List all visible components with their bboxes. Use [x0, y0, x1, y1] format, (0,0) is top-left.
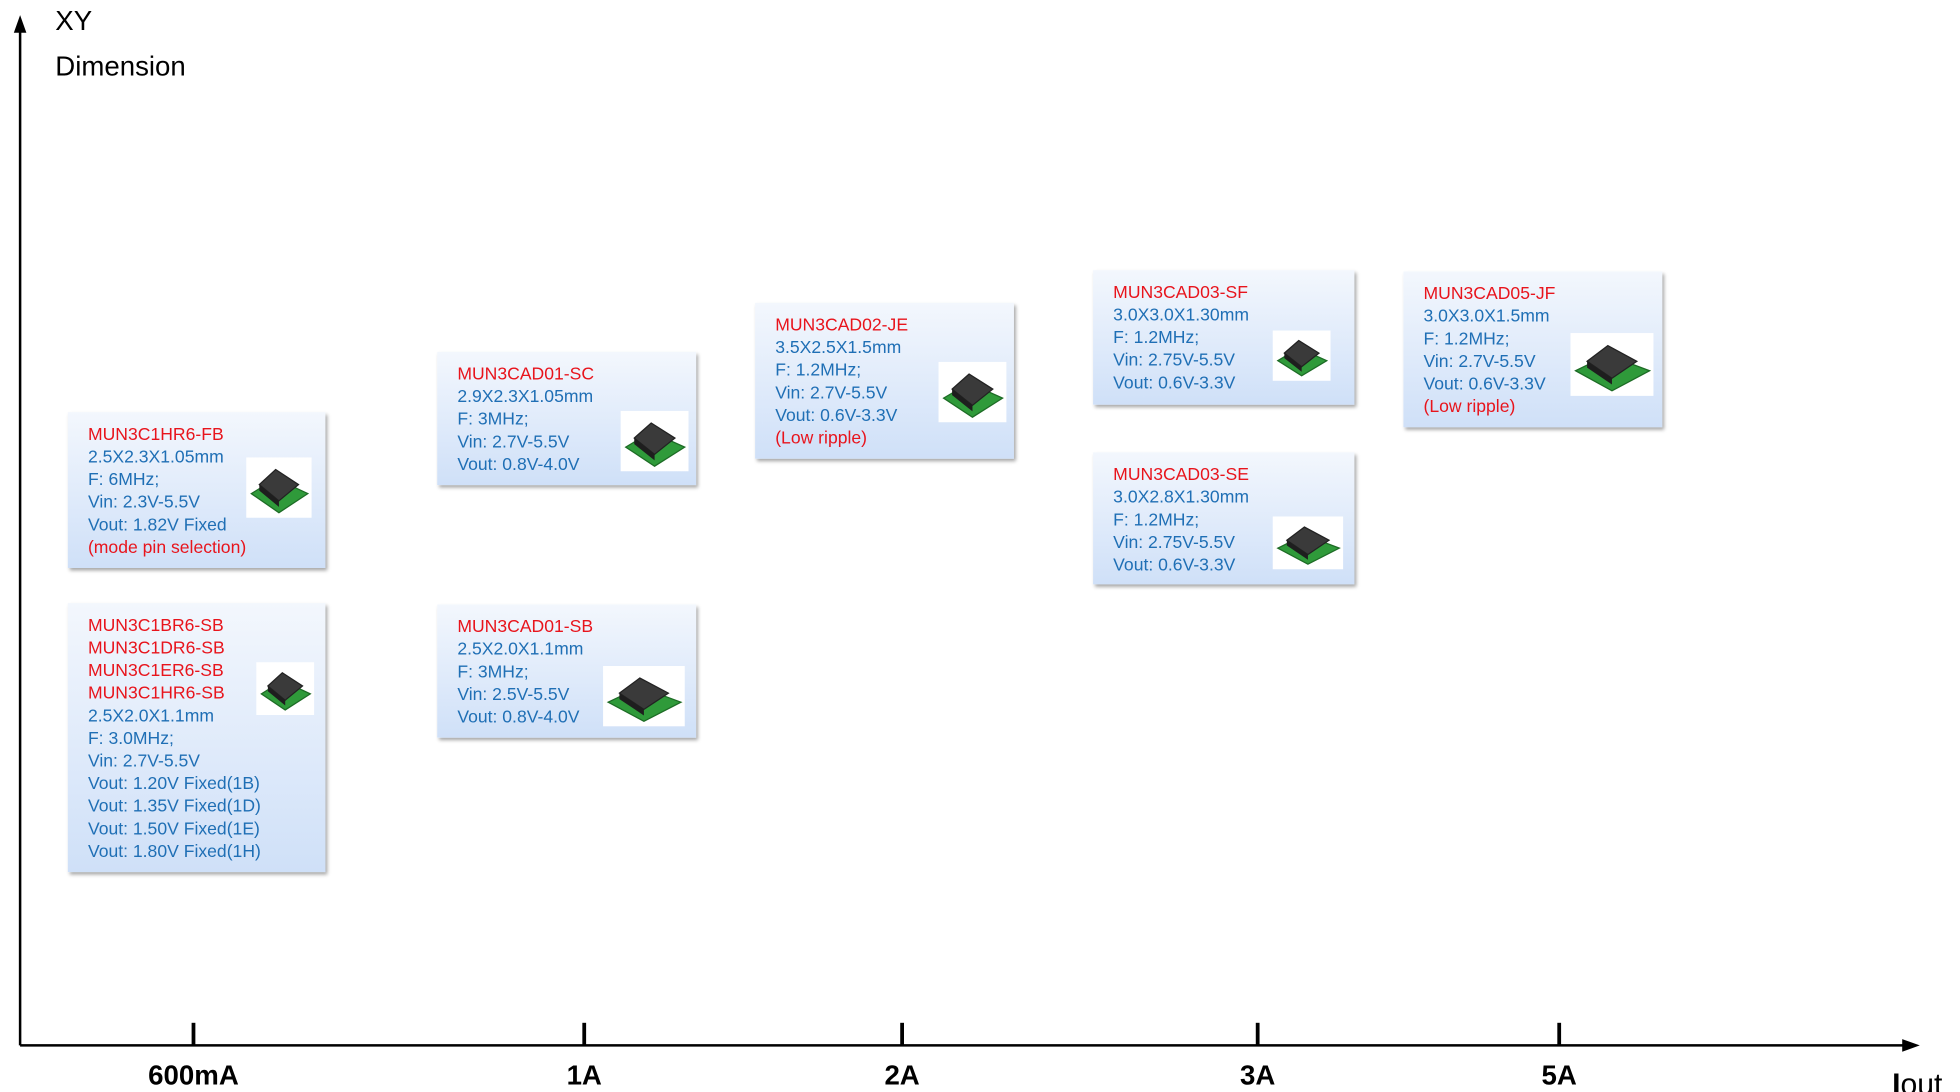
card-line: Vout: 1.82V Fixed: [88, 514, 227, 534]
module-side: [259, 484, 279, 507]
card-line: Vout: 0.6V-3.3V: [1113, 555, 1235, 575]
card-line: Vout: 0.8V-4.0V: [457, 454, 579, 474]
card-line: Vin: 2.7V-5.5V: [1424, 351, 1536, 371]
card-line: F: 3.0MHz;: [88, 728, 174, 748]
card-line: F: 1.2MHz;: [1424, 328, 1510, 348]
module-body: [258, 468, 300, 502]
card-line: Vin: 2.75V-5.5V: [1113, 350, 1235, 370]
card-line: 2.9X2.3X1.05mm: [457, 386, 593, 406]
card-line: Vin: 2.75V-5.5V: [1113, 532, 1235, 552]
module-body: [1285, 526, 1331, 556]
card-line: 2.5X2.0X1.1mm: [88, 705, 214, 725]
x-axis-label: Iout: [1892, 1068, 1943, 1092]
x-tick-label: 2A: [884, 1059, 919, 1090]
card-line: Vout: 0.6V-3.3V: [775, 405, 897, 425]
card-line: MUN3C1HR6-SB: [88, 683, 225, 703]
card-line: MUN3CAD03-SE: [1113, 464, 1249, 484]
card-line: MUN3CAD01-SB: [457, 616, 593, 636]
y-axis-label: XY: [55, 5, 92, 36]
x-axis-label-sub: out: [1901, 1068, 1944, 1092]
card-line: (Low ripple): [775, 428, 867, 448]
card-line: MUN3C1BR6-SB: [88, 615, 224, 635]
card-line: 3.0X2.8X1.30mm: [1113, 487, 1249, 507]
card-line: Vout: 0.8V-4.0V: [457, 707, 579, 727]
card-line: F: 1.2MHz;: [775, 360, 861, 380]
module-body: [951, 373, 994, 407]
module-body: [1586, 344, 1639, 380]
card-line: MUN3C1DR6-SB: [88, 637, 225, 657]
card-line: Vout: 1.50V Fixed(1E): [88, 818, 260, 838]
product-image: [620, 410, 689, 472]
card-line: MUN3C1HR6-FB: [88, 424, 224, 444]
card-line: Vout: 0.6V-3.3V: [1424, 374, 1546, 394]
card-line: (mode pin selection): [88, 537, 246, 557]
product-card: MUN3CAD02-JE3.5X2.5X1.5mm F: 1.2MHz;Vin: …: [755, 302, 1014, 459]
module-side: [267, 685, 286, 706]
card-line: 2.5X2.3X1.05mm: [88, 446, 224, 466]
card-line: Vout: 1.20V Fixed(1B): [88, 773, 260, 793]
x-tick-label: 3A: [1240, 1059, 1275, 1090]
module-side: [1286, 540, 1308, 560]
module-side: [619, 693, 644, 716]
card-line: F: 1.2MHz;: [1113, 509, 1199, 529]
card-line: Vin: 2.5V-5.5V: [457, 684, 569, 704]
card-line: MUN3CAD03-SF: [1113, 282, 1248, 302]
module-side: [634, 438, 655, 461]
card-line: 2.5X2.0X1.1mm: [457, 639, 583, 659]
x-ticks: 600mA 1A 2A 3A 5A: [148, 1022, 1577, 1090]
module-side: [952, 389, 973, 412]
card-line: (Low ripple): [1424, 396, 1516, 416]
product-card: MUN3CAD01-SC2.9X2.3X1.05mm F: 3MHz;Vin: 2…: [437, 351, 697, 486]
x-axis-arrow: [1902, 1039, 1920, 1052]
card-line: 3.0X3.0X1.30mm: [1113, 304, 1249, 324]
x-axis-label-main: I: [1892, 1068, 1900, 1092]
product-card: MUN3CAD03-SF3.0X3.0X1.30mm F: 1.2MHz; Vin:…: [1093, 270, 1355, 405]
card-line: MUN3CAD01-SC: [457, 364, 594, 384]
module-body: [1283, 339, 1321, 368]
card-line: MUN3C1ER6-SB: [88, 660, 224, 680]
x-tick-label: 600mA: [148, 1059, 239, 1090]
card-line: F: 1.2MHz;: [1113, 327, 1199, 347]
card-line: Vin: 2.3V-5.5V: [88, 492, 200, 512]
product-image: [1272, 516, 1344, 570]
product-image: [603, 665, 685, 727]
x-tick-label: 1A: [567, 1059, 602, 1090]
x-tick-label: 5A: [1542, 1059, 1577, 1090]
card-line: Vout: 1.35V Fixed(1D): [88, 796, 261, 816]
card-background: [67, 603, 326, 873]
card-line: Vin: 2.7V-5.5V: [457, 431, 569, 451]
card-line: MUN3CAD02-JE: [775, 315, 908, 335]
cards: MUN3C1HR6-FB2.5X2.3X1.05mm F: 6MHz; Vin: 2…: [67, 270, 1663, 873]
card-line: 3.0X3.0X1.5mm: [1424, 306, 1550, 326]
y-axis-label: Dimension: [55, 50, 186, 81]
module-side: [1587, 361, 1612, 385]
card-line: Vin: 2.7V-5.5V: [775, 382, 887, 402]
card-line: Vout: 1.80V Fixed(1H): [88, 841, 261, 861]
card-line: F: 3MHz;: [457, 409, 528, 429]
card-line: F: 3MHz;: [457, 661, 528, 681]
card-line: 3.5X2.5X1.5mm: [775, 337, 901, 357]
y-axis-arrow: [13, 15, 27, 33]
product-image: [256, 662, 315, 715]
product-image: [1272, 330, 1331, 381]
module-side: [1284, 353, 1302, 372]
product-image: [1570, 333, 1654, 396]
card-line: Vin: 2.7V-5.5V: [88, 751, 200, 771]
card-line: MUN3CAD05-JF: [1424, 283, 1556, 303]
card-line: Vout: 0.6V-3.3V: [1113, 372, 1235, 392]
product-image: [938, 361, 1007, 423]
product-image: [246, 457, 312, 518]
product-card: MUN3C1HR6-FB2.5X2.3X1.05mm F: 6MHz; Vin: 2…: [67, 412, 326, 568]
card-line: F: 6MHz;: [88, 469, 159, 489]
